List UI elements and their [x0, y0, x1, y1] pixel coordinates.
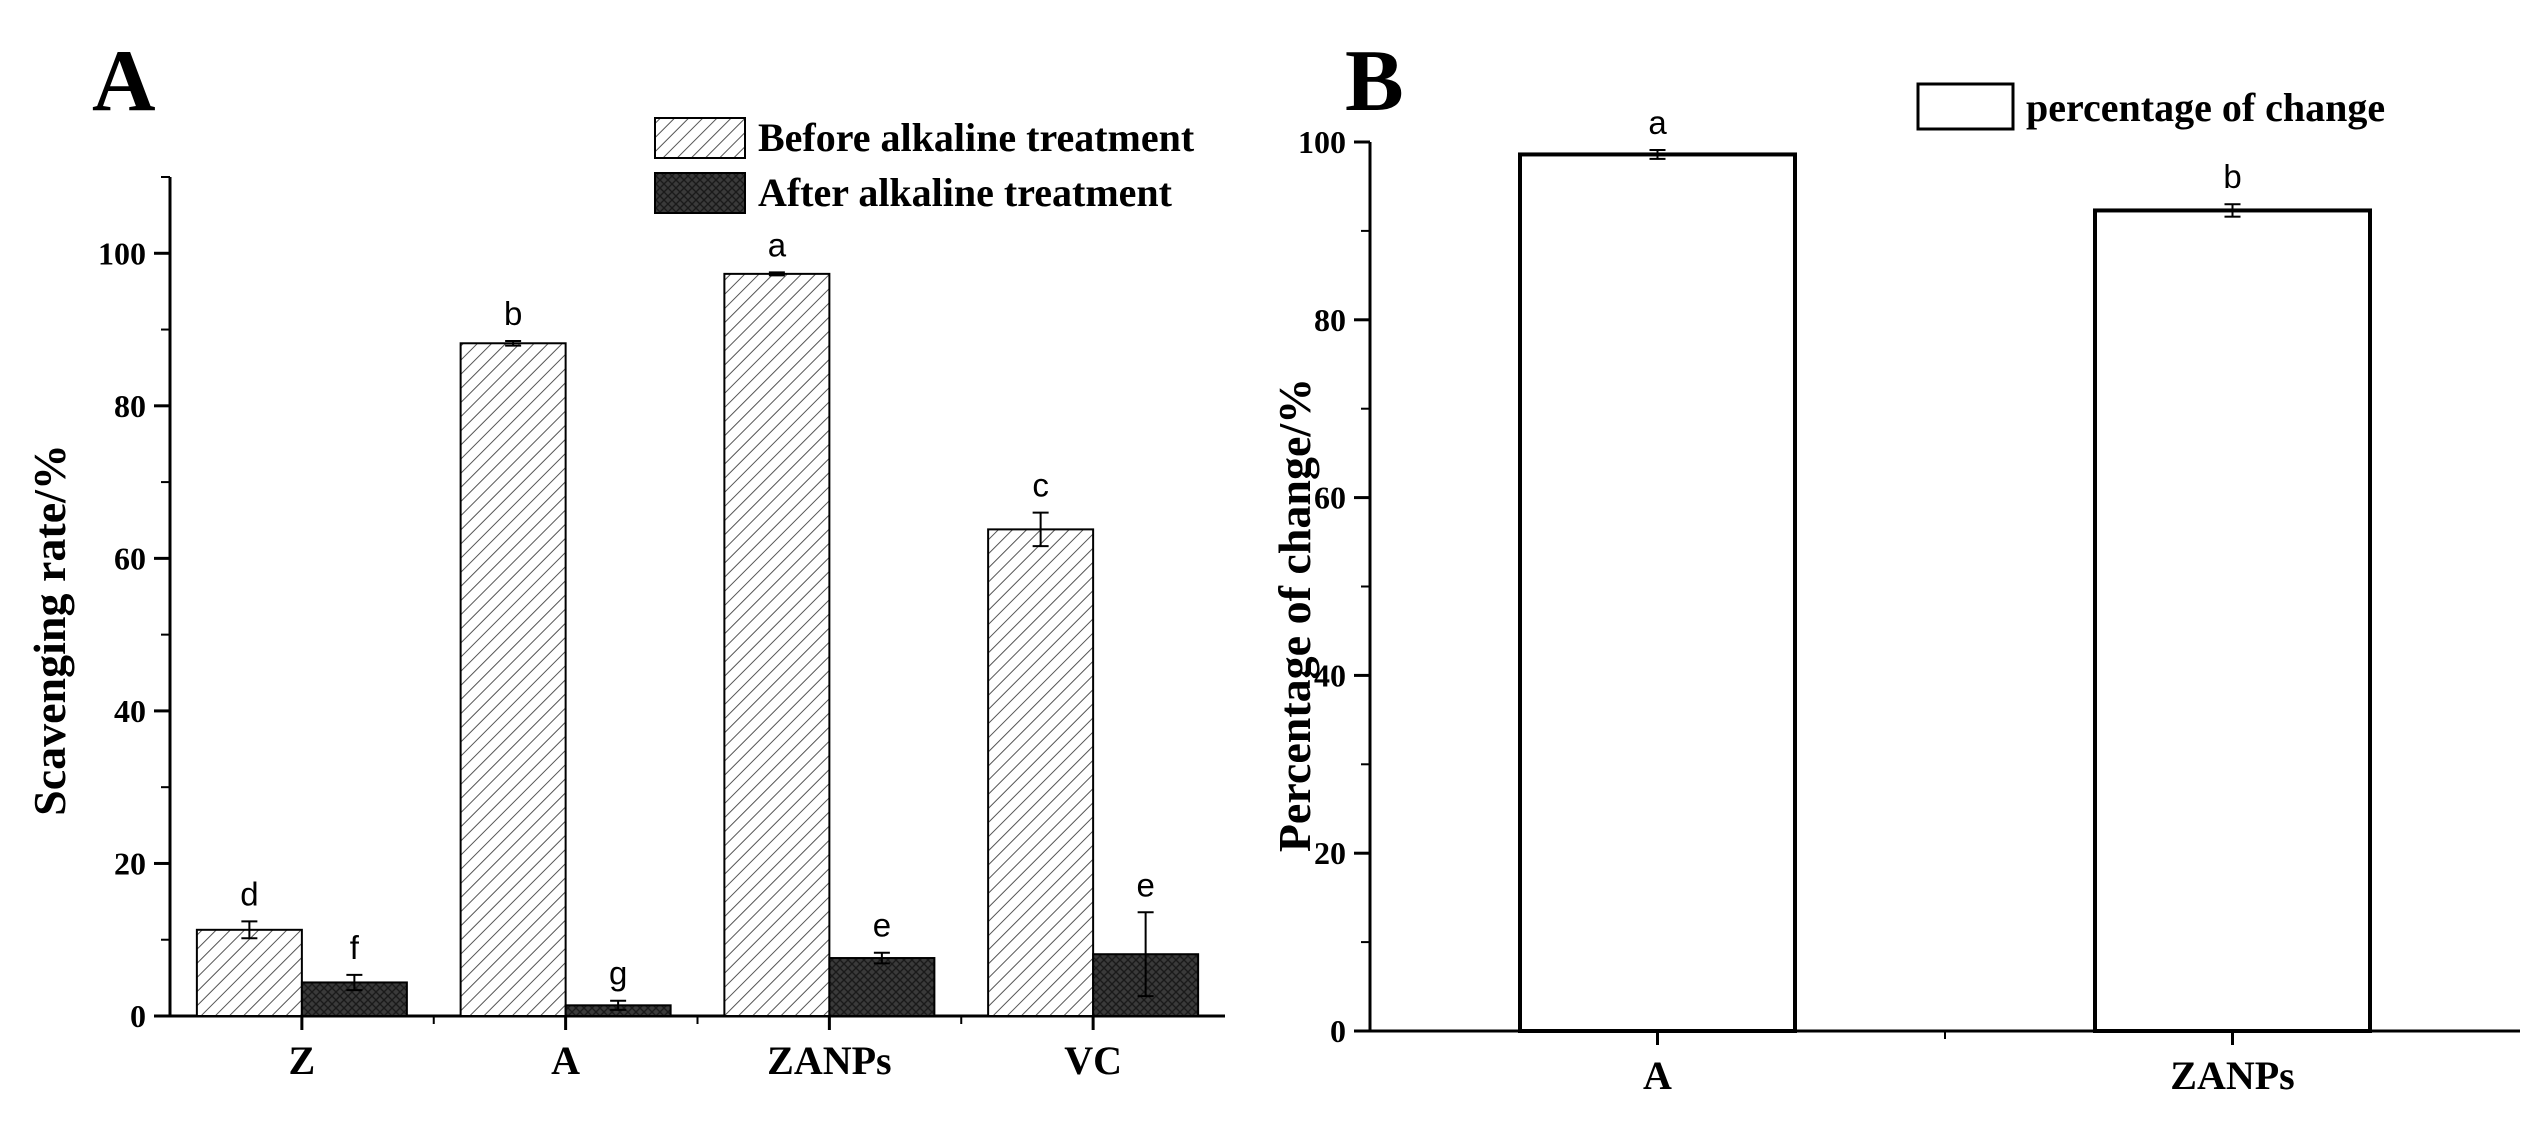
y-tick-label: 80	[114, 388, 146, 424]
y-tick-label: 80	[1314, 302, 1346, 338]
significance-letter: b	[2223, 158, 2241, 195]
panel-a-ylabel: Scavenging rate/%	[24, 444, 75, 816]
significance-letter: e	[1136, 866, 1154, 903]
y-tick-label: 100	[1298, 124, 1346, 160]
panel-a-legend: Before alkaline treatment After alkaline…	[654, 115, 1195, 215]
x-tick-label: ZANPs	[767, 1038, 891, 1083]
bar	[195, 928, 303, 1018]
legend-swatch-before	[654, 117, 746, 159]
bar	[2093, 208, 2372, 1033]
y-tick-label: 20	[1314, 835, 1346, 871]
panel-a-letter: A	[92, 33, 156, 130]
significance-letter: d	[240, 875, 258, 912]
significance-letter: b	[504, 295, 522, 332]
legend-swatch-after	[654, 172, 746, 214]
bar	[828, 957, 936, 1017]
y-tick-label: 40	[114, 693, 146, 729]
panel-b-chart: 0 20 40 60 80 100 A ZANPs a b	[1298, 104, 2520, 1098]
bar	[300, 981, 408, 1018]
y-tick-label: 0	[1330, 1013, 1346, 1049]
significance-letter: a	[1648, 104, 1667, 141]
significance-letter: c	[1032, 467, 1049, 504]
y-tick-label: 0	[130, 998, 146, 1034]
panel-b-legend: percentage of change	[1916, 82, 2385, 131]
x-tick-label: VC	[1064, 1038, 1122, 1083]
bar	[1518, 152, 1797, 1034]
bar	[723, 272, 831, 1017]
y-tick-label: 40	[1314, 657, 1346, 693]
legend-label-after: After alkaline treatment	[758, 170, 1173, 215]
significance-letter: e	[873, 907, 891, 944]
panel-a-chart: 0 20 40 60 80 100 Z A ZANPs VC d b a c f g e e	[98, 176, 1225, 1083]
significance-letter: g	[609, 955, 627, 992]
y-tick-label: 100	[98, 235, 146, 271]
y-tick-label: 60	[114, 540, 146, 576]
bar	[987, 528, 1095, 1017]
significance-letter: f	[350, 929, 360, 966]
x-tick-label: ZANPs	[2170, 1053, 2294, 1098]
y-tick-label: 20	[114, 845, 146, 881]
panel-b-letter: B	[1345, 33, 1404, 130]
legend-label-change: percentage of change	[2026, 85, 2385, 130]
legend-swatch-change	[1916, 82, 2015, 131]
x-tick-label: A	[1643, 1053, 1672, 1098]
bar	[459, 342, 567, 1017]
panel-b-ylabel: Percentage of change/%	[1269, 378, 1320, 852]
x-tick-label: A	[551, 1038, 580, 1083]
significance-letter: a	[768, 226, 787, 263]
legend-label-before: Before alkaline treatment	[758, 115, 1195, 160]
x-tick-label: Z	[289, 1038, 316, 1083]
y-tick-label: 60	[1314, 480, 1346, 516]
